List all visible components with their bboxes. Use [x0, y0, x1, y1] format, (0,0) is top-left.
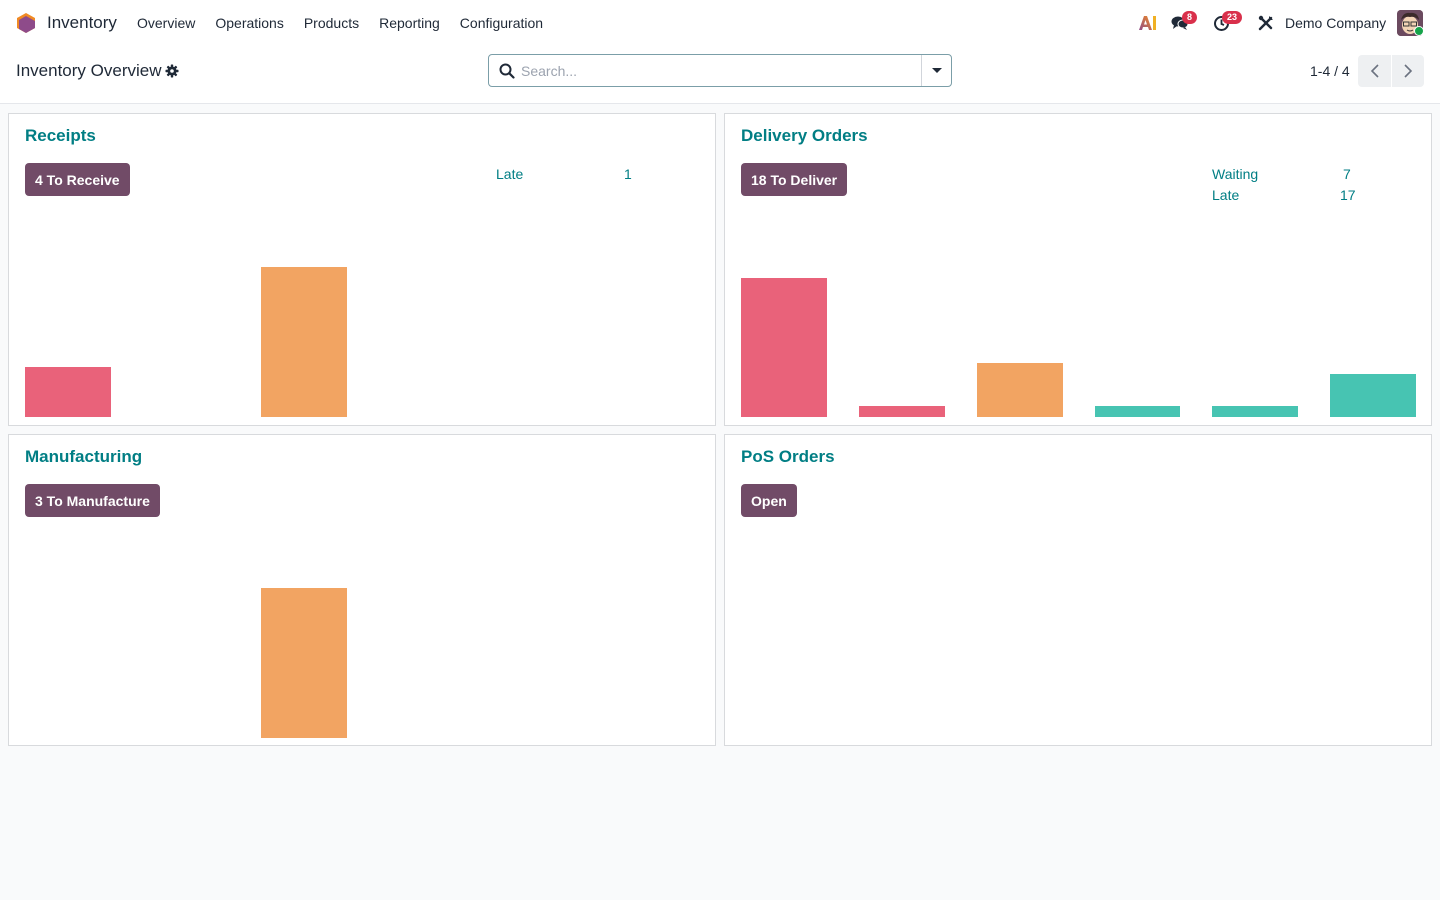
main-menu: Overview Operations Products Reporting C… [137, 15, 563, 31]
pos-orders-title[interactable]: PoS Orders [741, 447, 835, 466]
manufacturing-card: Manufacturing 3 To Manufacture [8, 434, 716, 746]
menu-products[interactable]: Products [303, 15, 360, 31]
page-title[interactable]: Inventory Overview [16, 61, 162, 80]
chart-bar[interactable] [977, 363, 1063, 417]
app-name[interactable]: Inventory [47, 13, 117, 32]
menu-reporting[interactable]: Reporting [379, 15, 440, 31]
search-bar [488, 54, 952, 87]
delivery-orders-card: Delivery Orders 18 To Deliver Waiting 7 … [724, 113, 1432, 426]
top-navbar: Inventory Overview Operations Products R… [0, 0, 1440, 46]
menu-configuration[interactable]: Configuration [459, 15, 544, 31]
pager-value[interactable]: 1-4 / 4 [1310, 63, 1350, 79]
chart-bar[interactable] [741, 278, 827, 417]
late-stat-link[interactable]: Late 17 [1212, 187, 1372, 207]
stat-label: Late [496, 166, 524, 182]
chart-bar[interactable] [261, 267, 347, 417]
online-status-indicator [1414, 26, 1424, 36]
messages-count-badge: 8 [1182, 11, 1198, 24]
activities-count-badge: 23 [1222, 11, 1243, 24]
gear-icon[interactable] [165, 64, 179, 78]
late-stat-link[interactable]: Late 1 [496, 166, 656, 186]
stat-value: 17 [1340, 187, 1356, 203]
chart-bar[interactable] [859, 406, 945, 417]
ai-icon[interactable] [1138, 13, 1158, 33]
to-manufacture-button[interactable]: 3 To Manufacture [25, 484, 160, 517]
pager-previous-button[interactable] [1358, 55, 1391, 87]
receipts-title[interactable]: Receipts [25, 126, 96, 145]
delivery-orders-title[interactable]: Delivery Orders [741, 126, 868, 145]
debug-tools-icon[interactable] [1257, 13, 1275, 33]
stat-value: 7 [1343, 166, 1351, 182]
chevron-left-icon [1370, 64, 1379, 78]
search-icon [499, 63, 515, 79]
chevron-right-icon [1404, 64, 1413, 78]
chart-bar[interactable] [1212, 406, 1298, 417]
caret-down-icon [931, 68, 942, 73]
chart-bar[interactable] [25, 367, 111, 417]
chart-bar[interactable] [261, 588, 347, 738]
pager-next-button[interactable] [1391, 55, 1424, 87]
inventory-app-icon[interactable] [16, 12, 36, 34]
menu-operations[interactable]: Operations [215, 15, 284, 31]
search-input[interactable] [521, 55, 921, 86]
control-panel: Inventory Overview 1-4 / 4 [0, 46, 1440, 104]
chart-bar[interactable] [1095, 406, 1180, 417]
pos-orders-card: PoS Orders Open [724, 434, 1432, 746]
to-deliver-button[interactable]: 18 To Deliver [741, 163, 848, 196]
company-switcher[interactable]: Demo Company [1285, 15, 1387, 31]
receipts-card: Receipts 4 To Receive Late 1 [8, 113, 716, 426]
waiting-stat-link[interactable]: Waiting 7 [1212, 166, 1372, 186]
to-receive-button[interactable]: 4 To Receive [25, 163, 130, 196]
stat-label: Late [1212, 187, 1240, 203]
stat-label: Waiting [1212, 166, 1259, 182]
menu-overview[interactable]: Overview [137, 15, 196, 31]
search-options-toggle[interactable] [921, 55, 951, 86]
messages-icon[interactable] [1170, 13, 1190, 33]
chart-bar[interactable] [1330, 374, 1416, 417]
open-button[interactable]: Open [741, 484, 797, 517]
stat-value: 1 [624, 166, 632, 182]
manufacturing-title[interactable]: Manufacturing [25, 447, 143, 466]
